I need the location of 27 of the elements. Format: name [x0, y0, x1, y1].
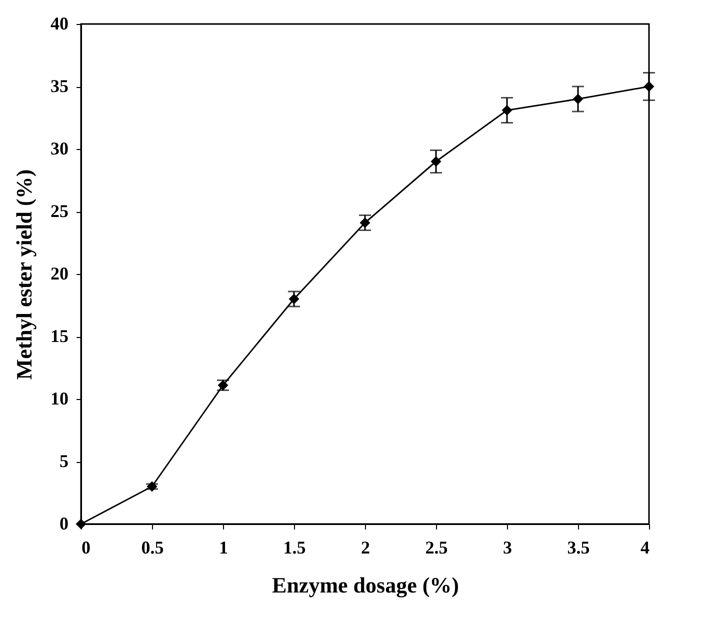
y-tick-label: 5 — [60, 451, 68, 471]
x-tick-label: 3 — [503, 538, 512, 558]
point — [644, 81, 654, 92]
x-tick-label: 2 — [361, 538, 370, 558]
x-tick-label: 4 — [640, 538, 650, 558]
x-tick-label: 1 — [219, 538, 228, 558]
point — [76, 518, 86, 530]
y-tick-label: 10 — [50, 388, 68, 408]
y-tick-label: 20 — [50, 264, 68, 284]
x-tick-label: 2.5 — [425, 538, 448, 558]
y-axis-title: Methyl ester yield (%) — [12, 169, 36, 380]
y-tick-label: 40 — [50, 14, 68, 34]
point — [430, 156, 442, 167]
y-tick-label: 30 — [50, 138, 68, 158]
y-tick-label: 15 — [50, 326, 68, 346]
x-tick-label: 3.5 — [567, 538, 590, 558]
point — [572, 94, 584, 104]
y-tick-label: 35 — [50, 76, 68, 96]
point — [502, 105, 512, 116]
x-tick-label: 0.5 — [141, 538, 164, 558]
point — [288, 294, 300, 304]
point — [360, 218, 370, 228]
y-tick-label: 0 — [60, 514, 68, 534]
x-tick-label: 0 — [82, 538, 90, 558]
y-tick-label: 25 — [50, 201, 68, 221]
x-tick-label: 1.5 — [283, 538, 306, 558]
x-axis-title: Enzyme dosage (%) — [272, 572, 459, 598]
